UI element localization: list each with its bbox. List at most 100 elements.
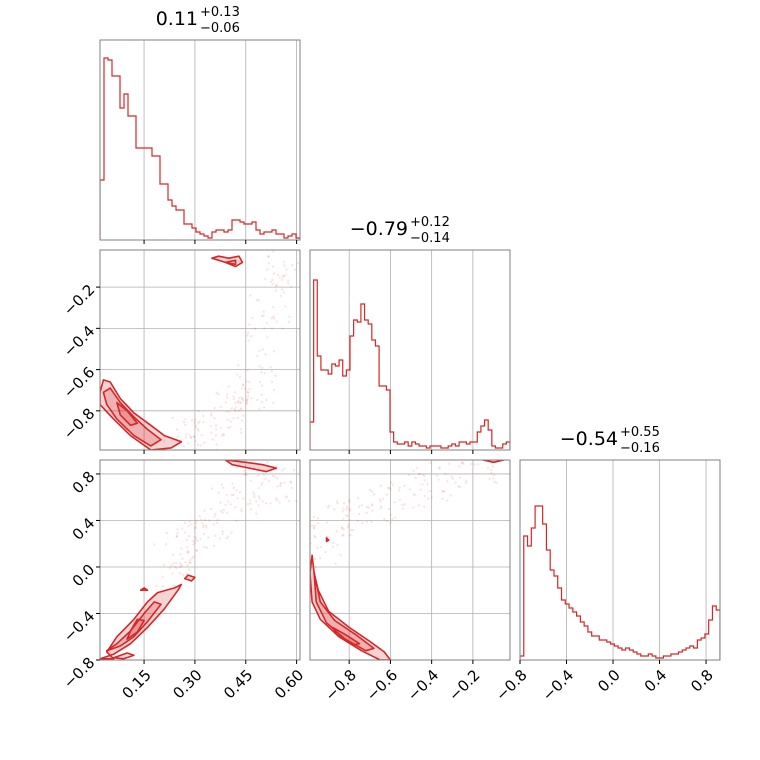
scatter-point xyxy=(441,497,444,500)
scatter-point xyxy=(215,391,218,395)
scatter-point xyxy=(387,486,390,490)
y-tick-label-2-0: −0.8 xyxy=(60,654,98,692)
scatter-point xyxy=(264,477,267,480)
scatter-point xyxy=(287,282,290,285)
scatter-point xyxy=(217,491,220,494)
scatter-point xyxy=(237,399,240,403)
scatter-point xyxy=(397,489,401,492)
scatter-point xyxy=(230,493,233,497)
scatter-point xyxy=(263,327,266,330)
x-tick-label-2-4: 0.8 xyxy=(687,666,717,696)
scatter-point xyxy=(339,553,342,557)
scatter-point xyxy=(269,366,272,369)
scatter-point xyxy=(186,546,189,549)
x-tick-label-0-1: 0.30 xyxy=(169,666,205,702)
scatter-point xyxy=(271,283,274,286)
scatter-point xyxy=(398,486,401,489)
scatter-point xyxy=(238,396,241,400)
scatter-point xyxy=(246,395,250,398)
x-tick-label-0-2: 0.45 xyxy=(220,666,256,702)
scatter-point xyxy=(214,424,218,427)
scatter-point xyxy=(486,467,490,470)
scatter-point xyxy=(247,391,250,394)
scatter-point xyxy=(213,406,216,410)
scatter-point xyxy=(370,520,373,523)
scatter-point xyxy=(275,464,278,468)
scatter-point xyxy=(178,565,182,569)
scatter-point xyxy=(196,443,200,446)
scatter-point xyxy=(244,472,248,475)
x-tick-label-0-0: 0.15 xyxy=(118,666,154,702)
scatter-point xyxy=(204,524,208,527)
contour-1_0-2 xyxy=(116,401,139,427)
scatter-point xyxy=(255,298,259,302)
scatter-point xyxy=(250,397,253,400)
scatter-point xyxy=(258,381,262,384)
x-tick-label-1-2: −0.4 xyxy=(404,666,442,704)
scatter-point xyxy=(199,444,202,447)
scatter-point xyxy=(446,499,449,502)
scatter-point xyxy=(212,523,216,526)
scatter-point xyxy=(271,278,274,281)
scatter-point xyxy=(212,544,216,548)
scatter-point xyxy=(188,434,191,437)
scatter-point xyxy=(184,418,187,421)
scatter-point xyxy=(176,435,179,438)
scatter-point xyxy=(407,473,411,477)
scatter-point xyxy=(470,446,472,448)
scatter-point xyxy=(240,396,243,399)
y-tick-label-1-1: −0.6 xyxy=(60,363,98,401)
scatter-point xyxy=(257,495,260,498)
panel-frame-1-0 xyxy=(99,249,301,451)
scatter-point xyxy=(257,504,260,507)
scatter-point xyxy=(366,505,369,509)
scatter-point xyxy=(183,521,187,524)
scatter-point xyxy=(464,481,468,484)
scatter-point xyxy=(227,385,230,388)
scatter-point xyxy=(194,426,197,429)
scatter-point xyxy=(417,504,421,507)
scatter-point xyxy=(248,323,251,326)
scatter-point xyxy=(289,480,293,483)
scatter-point xyxy=(262,473,266,476)
scatter-point xyxy=(232,486,235,489)
scatter-point xyxy=(226,500,230,503)
scatter-point xyxy=(211,487,214,490)
scatter-point xyxy=(217,393,220,396)
scatter-point xyxy=(326,506,330,509)
scatter-point xyxy=(257,474,260,477)
scatter-point xyxy=(218,537,221,540)
scatter-point xyxy=(295,500,298,503)
scatter-point xyxy=(245,401,248,404)
title-2: −0.54 +0.55−0.16 xyxy=(560,425,660,456)
scatter-point xyxy=(280,457,282,459)
x-tick-label-1-3: −0.2 xyxy=(445,666,483,704)
scatter-point xyxy=(216,518,219,522)
scatter-point xyxy=(197,410,200,413)
title-median-1: −0.79 xyxy=(350,218,408,240)
scatter-point xyxy=(192,555,195,558)
scatter-point xyxy=(214,434,217,437)
scatter-point xyxy=(403,503,406,506)
scatter-point xyxy=(171,572,174,575)
scatter-point xyxy=(314,565,318,569)
scatter-point xyxy=(284,495,287,498)
scatter-point xyxy=(192,435,196,439)
scatter-point xyxy=(235,489,238,492)
scatter-point xyxy=(200,434,203,437)
scatter-point xyxy=(174,561,178,565)
scatter-point xyxy=(240,427,243,431)
scatter-point xyxy=(181,573,185,577)
scatter-point xyxy=(272,250,275,253)
x-tick-label-2-0: −0.8 xyxy=(492,666,530,704)
scatter-point xyxy=(270,380,274,384)
scatter-point xyxy=(261,384,264,387)
scatter-point xyxy=(193,421,196,424)
scatter-point xyxy=(188,561,191,564)
scatter-point xyxy=(292,469,295,472)
scatter-point xyxy=(248,387,251,391)
scatter-point xyxy=(193,418,197,421)
scatter-point xyxy=(221,511,224,514)
scatter-point xyxy=(193,535,196,539)
scatter-point xyxy=(285,268,288,271)
